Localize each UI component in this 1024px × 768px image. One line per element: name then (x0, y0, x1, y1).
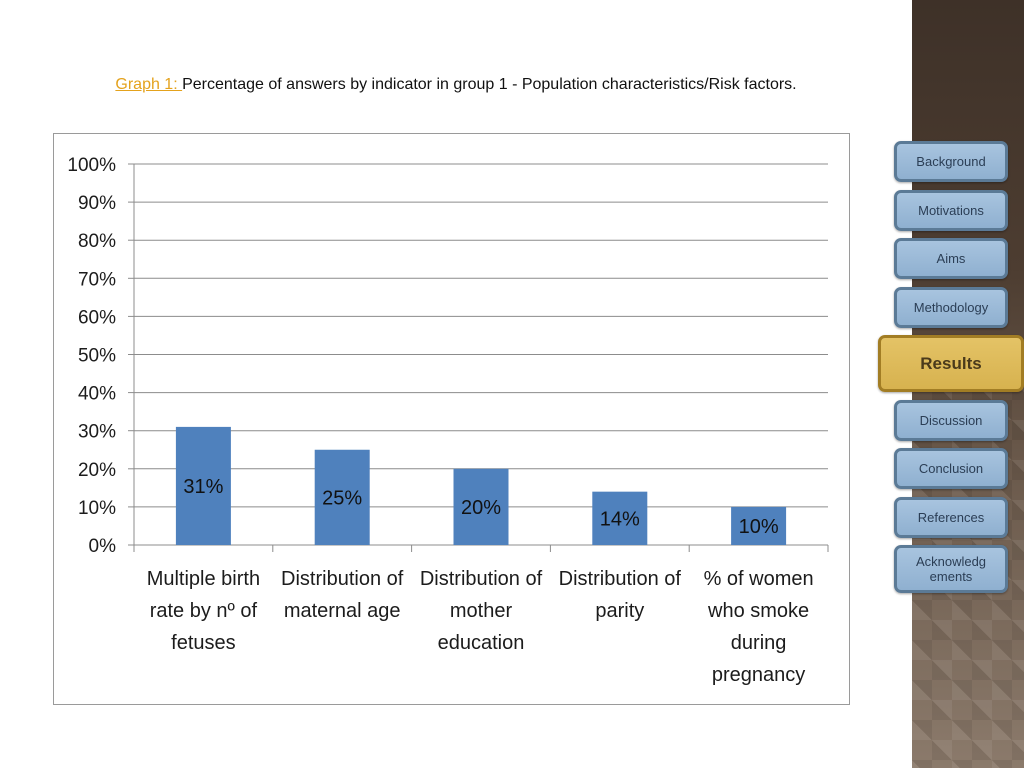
x-category-label: Multiple birth (147, 568, 260, 590)
y-tick-label: 90% (78, 193, 116, 214)
data-label: 10% (739, 516, 779, 538)
y-tick-label: 40% (78, 384, 116, 405)
x-category-label: Distribution of (420, 568, 543, 590)
x-category-label: maternal age (284, 600, 401, 622)
data-label: 25% (322, 487, 362, 509)
chart-title: Graph 1: Percentage of answers by indica… (0, 76, 912, 94)
bar (314, 449, 370, 545)
chart-title-text: Percentage of answers by indicator in gr… (182, 76, 797, 93)
y-tick-label: 0% (89, 536, 117, 557)
y-tick-label: 70% (78, 269, 116, 290)
nav-button-methodology[interactable]: Methodology (894, 287, 1008, 328)
x-category-label: mother (450, 600, 513, 622)
bar-chart: 0% 10% 20% 30% 40% 50% 60% 70% 80% 90% 100% 31% Mult… (67, 155, 829, 686)
x-category-label: pregnancy (712, 664, 805, 686)
x-category-label: who smoke (707, 600, 809, 622)
y-tick-label: 100% (67, 155, 116, 176)
y-tick-label: 20% (78, 460, 116, 481)
y-tick-label: 10% (78, 498, 116, 519)
bar (592, 491, 648, 545)
y-tick-label: 30% (78, 422, 116, 443)
x-category-label: Distribution of (559, 568, 682, 590)
chart-frame: 0% 10% 20% 30% 40% 50% 60% 70% 80% 90% 100% 31% Mult… (53, 133, 850, 705)
x-category-label: parity (595, 600, 644, 622)
nav-button-aims[interactable]: Aims (894, 238, 1008, 279)
y-tick-label: 80% (78, 231, 116, 252)
data-label: 31% (183, 476, 223, 498)
bar (731, 506, 787, 545)
data-label: 14% (600, 508, 640, 530)
nav-button-motivations[interactable]: Motivations (894, 190, 1008, 231)
data-label: 20% (461, 497, 501, 519)
nav-button-discussion[interactable]: Discussion (894, 400, 1008, 441)
nav-button-references[interactable]: References (894, 497, 1008, 538)
y-tick-label: 60% (78, 307, 116, 328)
nav-button-results[interactable]: Results (878, 335, 1024, 392)
x-category-label: Distribution of (281, 568, 404, 590)
y-tick-label: 50% (78, 346, 116, 367)
x-category-label: rate by nº of (150, 600, 258, 622)
x-category-label: fetuses (171, 632, 235, 654)
nav-button-acknowledgements[interactable]: Acknowledg ements (894, 545, 1008, 593)
bar (453, 468, 509, 545)
x-category-label: % of women (704, 568, 814, 590)
x-category-label: education (438, 632, 525, 654)
nav-button-conclusion[interactable]: Conclusion (894, 448, 1008, 489)
nav-button-background[interactable]: Background (894, 141, 1008, 182)
graph-number-label: Graph 1: (115, 76, 183, 93)
x-category-label: during (731, 632, 787, 654)
bar (175, 426, 231, 545)
